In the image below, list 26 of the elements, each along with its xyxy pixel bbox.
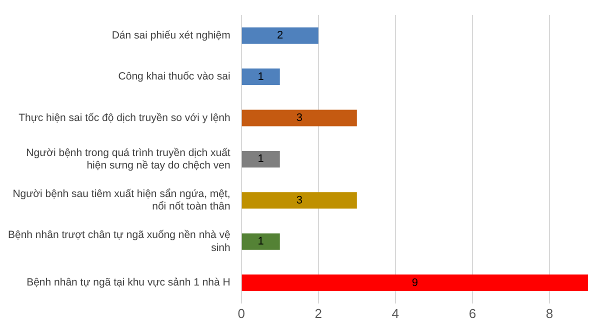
data-label: 3 (296, 112, 302, 124)
data-label: 3 (296, 194, 302, 206)
bar (242, 68, 280, 86)
data-label: 1 (258, 236, 264, 248)
y-tick-label: Dán sai phiếu xét nghiệm (112, 29, 231, 42)
x-tick-label: 2 (314, 306, 322, 321)
data-label: 9 (412, 276, 418, 289)
bar (242, 192, 357, 209)
y-tick-label: Thực hiện sai tốc độ dịch truyền so với y lệnh (18, 112, 230, 124)
x-tick-label: 0 (238, 306, 245, 321)
bar (242, 150, 280, 168)
data-label: 1 (258, 70, 264, 83)
data-label: 2 (277, 30, 284, 42)
bar (242, 110, 357, 126)
bar (242, 233, 280, 250)
x-tick-label: 4 (392, 306, 400, 321)
y-tick-label: Bệnh nhân trượt chân tự ngã xuống nền nhà vệ sinh (8, 229, 231, 254)
y-tick-label: Người bệnh trong quá trình truyền dịch xuất hiện sưng nề tay do chệch ven (26, 146, 230, 172)
x-tick-label: 8 (546, 306, 554, 321)
x-tick-label: 6 (468, 306, 476, 321)
y-tick-label: Công khai thuốc vào sai (118, 70, 230, 83)
bar (242, 27, 318, 44)
data-label: 1 (258, 153, 264, 166)
y-tick-label: Người bệnh sau tiêm xuất hiện sẩn ngứa, mệt, nổi nốt toàn thân (12, 188, 231, 213)
y-tick-label: Bệnh nhân tự ngã tại khu vực sảnh 1 nhà H (26, 276, 230, 289)
bar (242, 274, 588, 292)
